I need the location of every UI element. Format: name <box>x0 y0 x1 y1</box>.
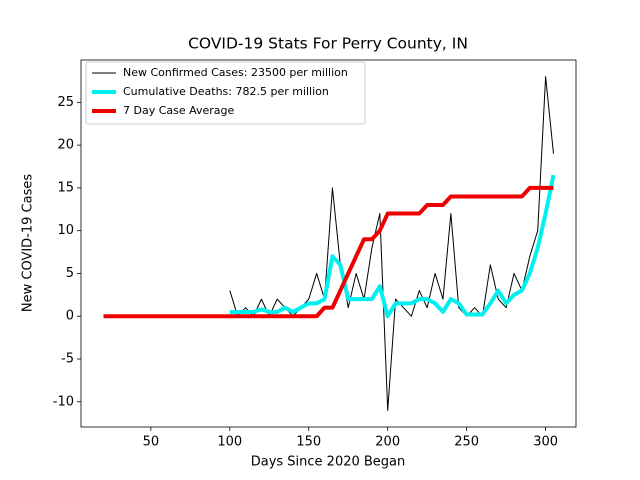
series-line <box>103 185 554 319</box>
x-tick-label: 250 <box>454 435 479 450</box>
x-tick-label: 50 <box>143 435 160 450</box>
y-tick-label: 15 <box>57 180 74 195</box>
chart-title: COVID-19 Stats For Perry County, IN <box>188 35 468 53</box>
series-line <box>229 174 556 319</box>
y-tick-label: 25 <box>57 95 74 110</box>
legend-label: Cumulative Deaths: 782.5 per million <box>123 85 329 98</box>
y-tick-label: -10 <box>53 394 74 409</box>
y-tick-label: -5 <box>61 351 74 366</box>
x-tick-label: 150 <box>296 435 321 450</box>
y-axis-label: New COVID-19 Cases <box>21 174 36 312</box>
x-axis-label: Days Since 2020 Began <box>251 455 406 470</box>
x-tick-label: 100 <box>217 435 242 450</box>
x-tick-label: 200 <box>375 435 400 450</box>
y-tick-label: 10 <box>57 223 74 238</box>
y-tick-label: 0 <box>66 309 74 324</box>
plot-frame <box>80 59 577 428</box>
legend-label: New Confirmed Cases: 23500 per million <box>123 66 348 79</box>
y-tick-label: 20 <box>57 138 74 153</box>
legend-label: 7 Day Case Average <box>123 104 235 117</box>
legend-box <box>85 61 366 125</box>
y-tick-label: 5 <box>66 266 74 281</box>
x-tick-label: 300 <box>533 435 558 450</box>
